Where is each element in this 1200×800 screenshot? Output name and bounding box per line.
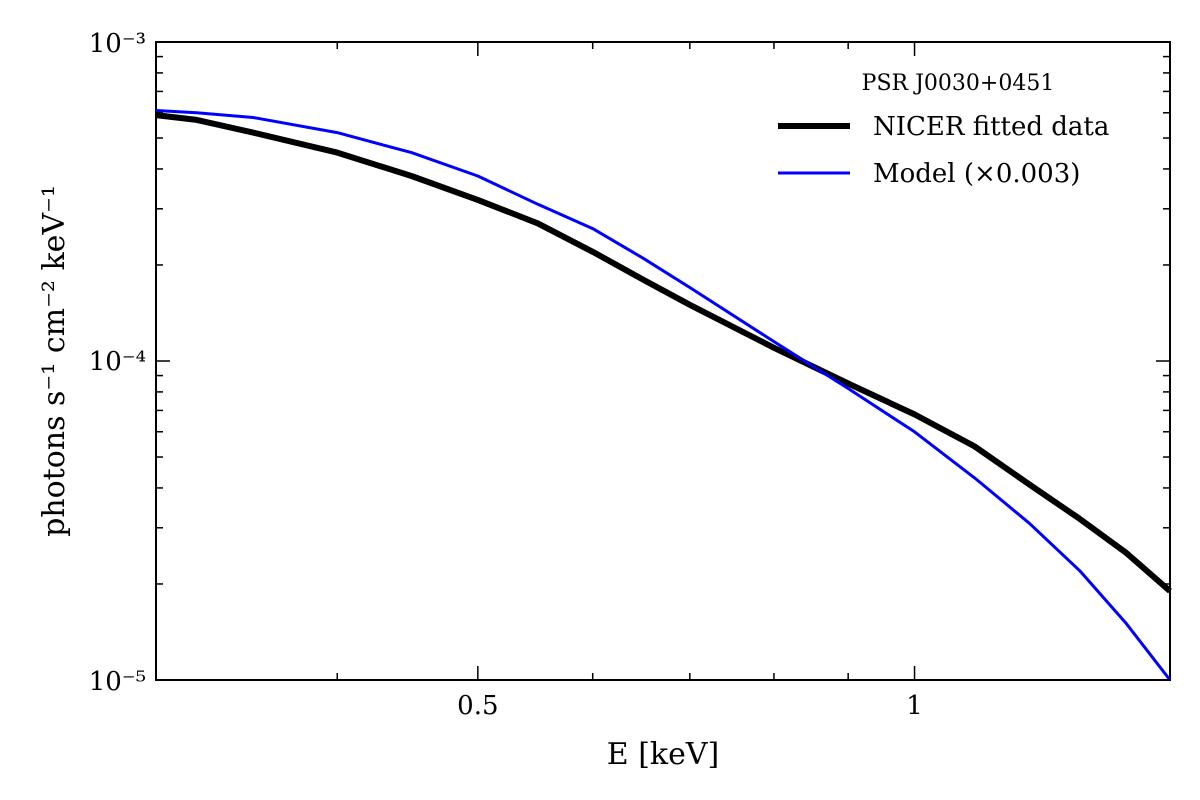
tick-layer — [156, 41, 1170, 681]
y-tick-label-1e-5: 10⁻⁵ — [89, 667, 146, 697]
x-tick-label-1: 1 — [906, 691, 923, 721]
y-axis-label: photons s⁻¹ cm⁻² keV⁻¹ — [37, 185, 72, 537]
series-layer — [155, 109, 1172, 681]
legend-label-nicer: NICER fitted data — [873, 112, 1109, 142]
series-line-1 — [155, 109, 1172, 681]
legend: PSR J0030+0451 NICER fitted data Model (… — [778, 71, 1109, 189]
series-line-0 — [155, 112, 1172, 594]
y-tick-label-1e-4: 10⁻⁴ — [89, 347, 146, 377]
x-axis-label: E [keV] — [607, 737, 719, 772]
x-tick-label-0.5: 0.5 — [457, 691, 498, 721]
legend-label-model: Model (×0.003) — [873, 159, 1080, 189]
y-tick-label-1e-3: 10⁻³ — [89, 29, 146, 59]
legend-title: PSR J0030+0451 — [862, 71, 1055, 96]
